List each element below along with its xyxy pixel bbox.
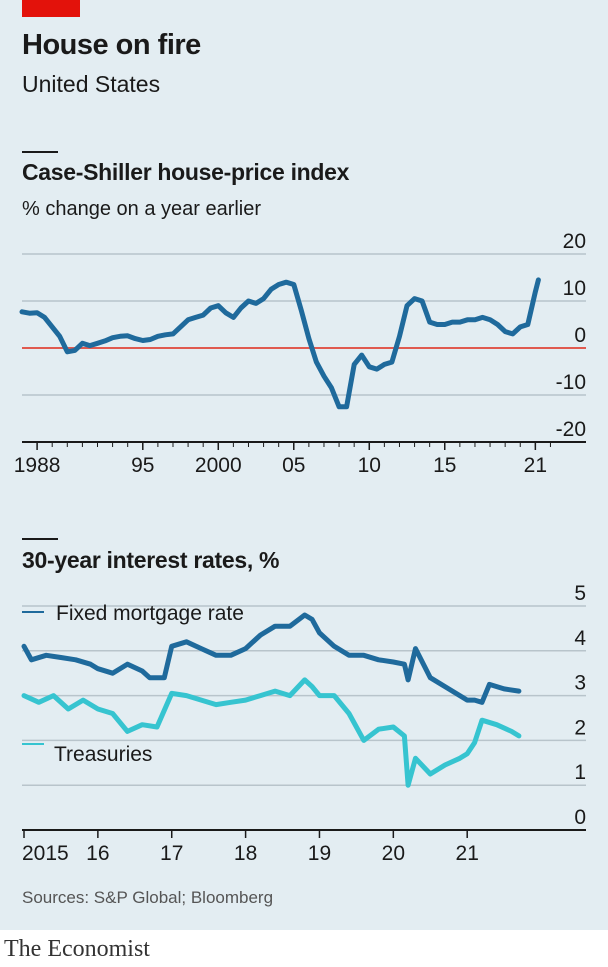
brand-tag (22, 0, 80, 17)
y-tick-label: -20 (556, 418, 586, 441)
x-tick-label: 2000 (195, 454, 242, 477)
y-tick-label: 2 (574, 716, 586, 739)
x-tick-label: 21 (456, 842, 479, 865)
chart1-rule (22, 151, 58, 153)
page-title: House on fire (22, 29, 201, 61)
brand-logo: The Economist (4, 936, 150, 962)
source-note: Sources: S&P Global; Bloomberg (22, 888, 274, 907)
x-tick-label: 05 (282, 454, 305, 477)
y-tick-label: 0 (574, 806, 586, 829)
x-tick-label: 16 (86, 842, 109, 865)
series-line-0 (21, 612, 522, 705)
chart2-title: 30-year interest rates, % (22, 547, 280, 573)
x-tick-label: 19 (308, 842, 331, 865)
page-subtitle: United States (22, 71, 161, 97)
x-tick-label: 20 (382, 842, 405, 865)
x-tick-label: 1988 (14, 454, 61, 477)
y-tick-label: 20 (563, 230, 586, 253)
y-tick-label: 10 (563, 277, 586, 300)
y-tick-label: 1 (574, 761, 586, 784)
chart1-title: Case-Shiller house-price index (22, 159, 350, 185)
x-tick-label: 21 (524, 454, 547, 477)
y-tick-label: 4 (574, 627, 586, 650)
y-tick-label: 5 (574, 582, 586, 605)
x-tick-label: 10 (358, 454, 381, 477)
y-tick-label: 3 (574, 672, 586, 695)
treasuries-series-label: Treasuries (54, 743, 152, 766)
y-tick-label: -10 (556, 371, 586, 394)
chart2-rule (22, 538, 58, 540)
x-tick-label: 17 (160, 842, 183, 865)
y-tick-label: 0 (574, 324, 586, 347)
x-tick-label: 15 (433, 454, 456, 477)
house-price-chart: 20 10 0 -10 -20 1988 95 2000 05 10 15 21 (14, 230, 586, 477)
x-tick-label: 18 (234, 842, 257, 865)
x-tick-label: 2015 (22, 842, 69, 865)
series-line-0 (19, 277, 541, 410)
mortgage-series-label: Fixed mortgage rate (56, 602, 244, 625)
chart1-subtitle: % change on a year earlier (22, 198, 262, 220)
series-line-1 (21, 677, 522, 788)
chart-panel (0, 0, 608, 930)
x-tick-label: 95 (131, 454, 154, 477)
